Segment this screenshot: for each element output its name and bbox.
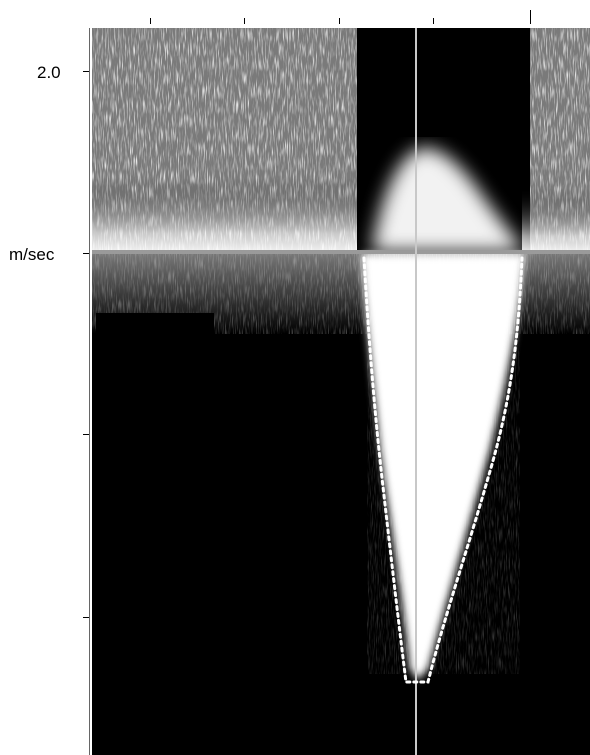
y-tick bbox=[83, 71, 89, 72]
y-axis-line bbox=[89, 28, 90, 755]
x-tick bbox=[433, 18, 434, 24]
velocity-unit-label: m/sec bbox=[9, 245, 55, 264]
envelope-trace bbox=[362, 256, 524, 684]
x-tick bbox=[339, 18, 340, 24]
x-tick bbox=[244, 18, 245, 24]
x-tick bbox=[150, 18, 151, 24]
x-tick bbox=[530, 10, 531, 24]
redaction-box bbox=[96, 313, 214, 391]
time-cursor bbox=[415, 28, 417, 755]
upper-noise-right bbox=[522, 28, 590, 252]
upper-flow-lobe bbox=[372, 147, 524, 252]
doppler-spectrum bbox=[92, 28, 590, 755]
y-tick bbox=[83, 253, 89, 254]
y-tick bbox=[83, 434, 89, 435]
velocity-scale-label: 2.0 bbox=[37, 63, 61, 82]
y-tick bbox=[83, 617, 89, 618]
upper-noise-left bbox=[92, 28, 357, 252]
baseline bbox=[92, 250, 590, 254]
